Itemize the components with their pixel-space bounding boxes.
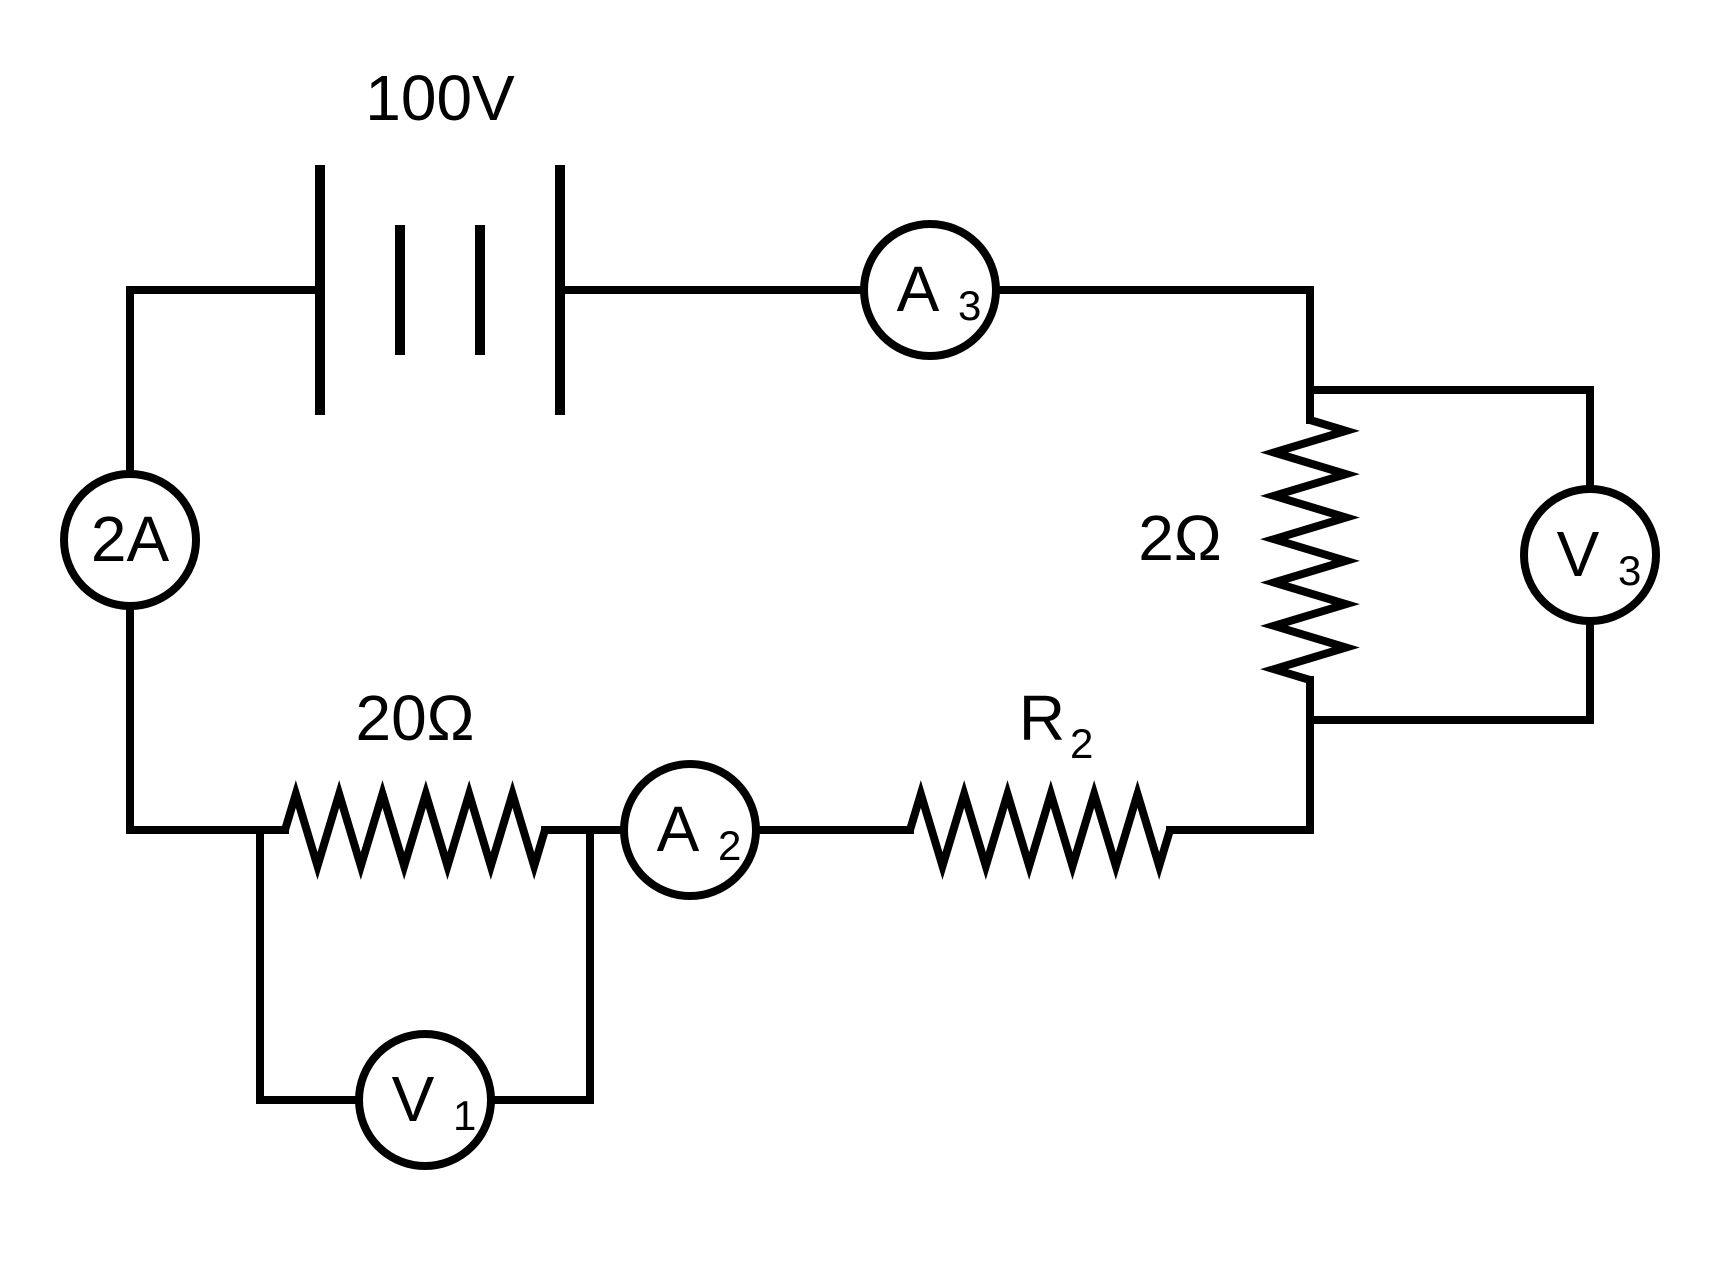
svg-text:3: 3 [1618,547,1641,594]
svg-text:V: V [392,1063,435,1135]
svg-text:2: 2 [1070,720,1093,767]
voltmeter-v3: V3 [1524,489,1656,621]
battery-voltage-label: 100V [365,62,515,134]
svg-text:1: 1 [453,1092,476,1139]
svg-text:2A: 2A [91,503,170,575]
ammeter-a3: A3 [864,224,996,356]
resistor-r2-label: R [1019,682,1065,754]
svg-text:V: V [1557,518,1600,590]
ammeter-a2: A2 [624,764,756,896]
resistor-20ohm-label: 20Ω [355,682,474,754]
voltmeter-v1: V1 [359,1034,491,1166]
resistor-2ohm-label: 2Ω [1138,502,1221,574]
ammeter-2a: 2A [64,474,196,606]
svg-text:3: 3 [958,282,981,329]
svg-text:2: 2 [718,822,741,869]
svg-text:A: A [657,793,700,865]
svg-text:A: A [897,253,940,325]
